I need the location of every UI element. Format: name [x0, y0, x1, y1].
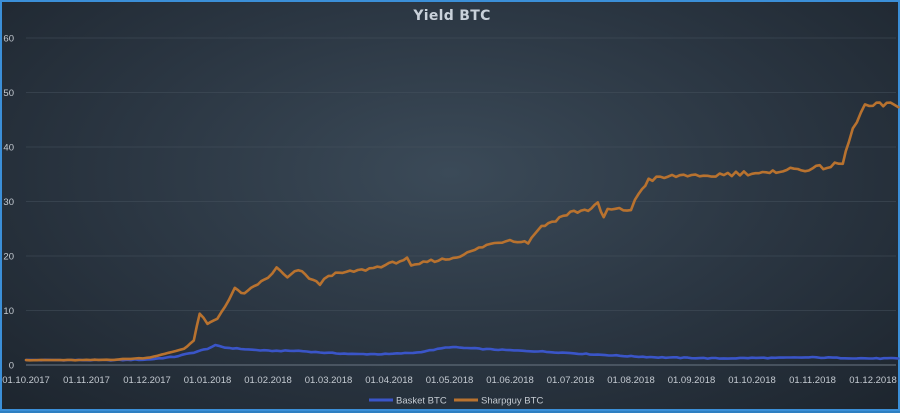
- x-tick-label: 01.12.2018: [849, 375, 897, 386]
- x-tick-label: 01.04.2018: [365, 375, 413, 386]
- x-tick-label: 01.12.2017: [123, 375, 171, 386]
- x-tick-label: 01.05.2018: [426, 375, 474, 386]
- series-line-sharpguy-btc: [24, 101, 900, 362]
- x-tick-label: 01.06.2018: [486, 375, 534, 386]
- x-tick-label: 01.09.2018: [668, 375, 716, 386]
- x-tick-label: 01.11.2018: [789, 375, 836, 386]
- legend-label: Basket BTC: [396, 396, 447, 407]
- x-tick-label: 01.07.2018: [547, 375, 595, 386]
- y-tick-label: 40: [3, 143, 14, 154]
- series-line-basket-btc: [24, 343, 900, 362]
- y-tick-label: 60: [3, 34, 14, 45]
- x-tick-label: 01.11.2017: [63, 375, 110, 386]
- x-tick-label: 01.10.2017: [2, 375, 50, 386]
- y-tick-label: 50: [3, 88, 14, 99]
- y-tick-label: 30: [3, 197, 14, 208]
- x-tick-label: 01.10.2018: [728, 375, 776, 386]
- chart-title: Yield BTC: [413, 8, 491, 24]
- y-tick-label: 20: [3, 252, 14, 263]
- x-tick-label: 01.01.2018: [184, 375, 232, 386]
- x-tick-label: 01.03.2018: [305, 375, 353, 386]
- legend-label: Sharpguy BTC: [481, 396, 543, 407]
- x-tick-label: 01.02.2018: [244, 375, 292, 386]
- x-tick-label: 01.08.2018: [607, 375, 655, 386]
- y-tick-label: 10: [3, 306, 14, 317]
- y-tick-label: 0: [9, 361, 14, 372]
